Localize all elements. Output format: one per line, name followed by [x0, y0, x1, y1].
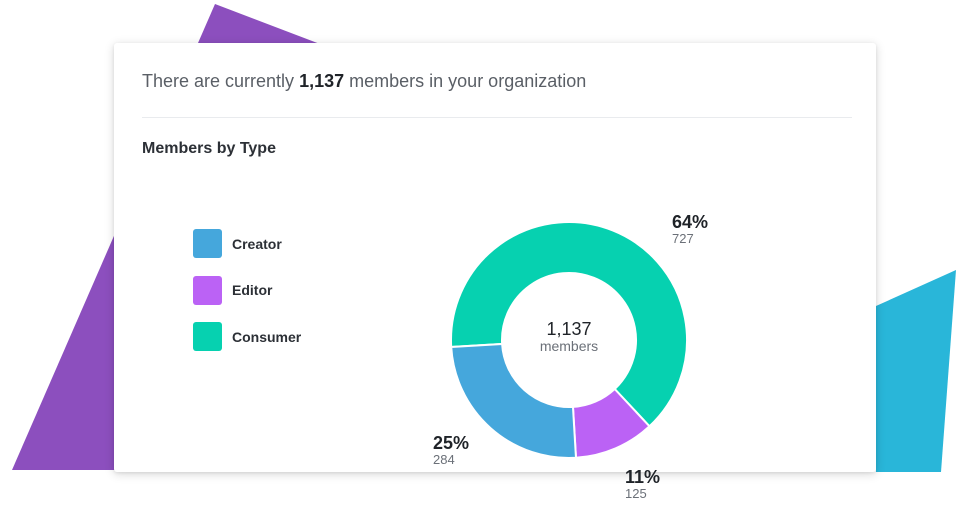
slice-labels: 25%284 11%125 64%727 [433, 212, 708, 501]
percent-label-creator: 25% [433, 433, 469, 453]
legend-swatch-editor [193, 275, 222, 305]
members-card: There are currently 1,137 members in you… [114, 43, 876, 501]
background-blue-shape [876, 270, 956, 472]
donut-slice-creator [450, 342, 578, 459]
legend-swatch-creator [193, 229, 222, 258]
section-title: Members by Type [142, 140, 276, 157]
donut-chart: 25%284 11%125 64%727 1,137 members [433, 212, 708, 501]
headline-prefix: There are currently [142, 71, 295, 91]
center-unit: members [540, 338, 598, 354]
legend-item-editor: Editor [193, 275, 301, 305]
count-label-creator: 284 [433, 452, 455, 467]
donut-slice-consumer [450, 221, 688, 428]
headline-suffix: members in your organization [349, 71, 587, 91]
divider [142, 117, 852, 118]
legend-label-consumer: Consumer [232, 328, 302, 345]
center-total: 1,137 [546, 319, 591, 339]
legend-label-creator: Creator [232, 235, 282, 252]
chart-legend: Creator Editor Consumer [193, 229, 301, 369]
legend-swatch-consumer [193, 322, 222, 351]
percent-label-consumer: 64% [672, 212, 708, 232]
members-headline: There are currently 1,137 members in you… [142, 71, 586, 92]
legend-label-editor: Editor [232, 282, 273, 298]
member-count: 1,137 [299, 71, 345, 91]
donut-slices [450, 221, 688, 459]
legend-item-consumer: Consumer [193, 322, 301, 351]
legend-item-creator: Creator [193, 229, 301, 258]
count-label-editor: 125 [625, 486, 647, 501]
percent-label-editor: 11% [625, 467, 660, 487]
count-label-consumer: 727 [672, 231, 694, 246]
